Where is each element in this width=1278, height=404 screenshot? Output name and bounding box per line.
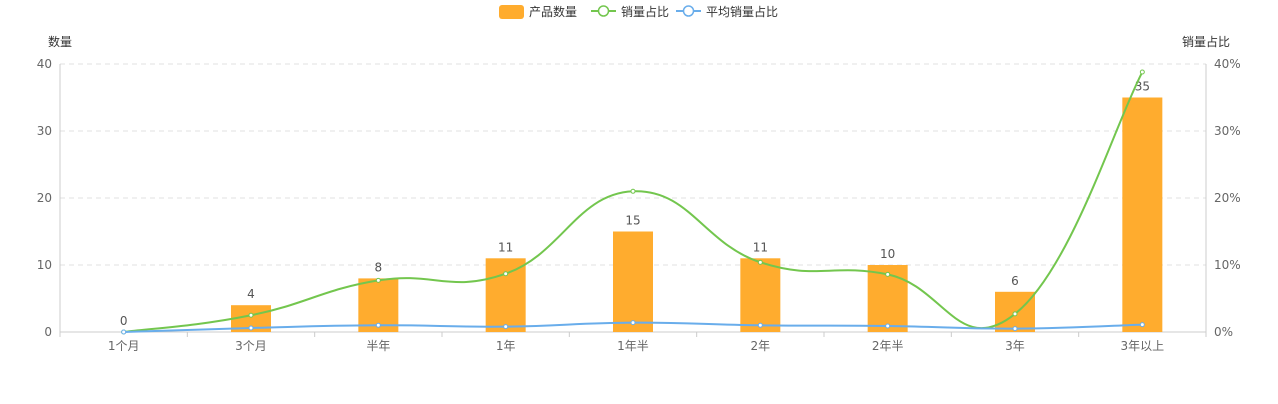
bar-data-label: 6: [1011, 274, 1019, 288]
avg-sales-ratio-point: [503, 324, 509, 330]
legend-bar-swatch: [499, 5, 524, 19]
sales-ratio-point: [885, 271, 891, 277]
bar: [613, 231, 653, 332]
x-tick-label: 3个月: [235, 339, 267, 353]
avg-sales-ratio-point: [1012, 326, 1018, 332]
bar-data-label: 15: [625, 214, 640, 228]
sales-ratio-point: [375, 277, 381, 283]
y-right-tick-label: 40%: [1214, 57, 1241, 71]
y-right-tick-label: 0%: [1214, 325, 1233, 339]
legend-label-sales-ratio: 销量占比: [621, 4, 669, 19]
x-tick-label: 1个月: [108, 339, 140, 353]
sales-ratio-point: [248, 312, 254, 318]
bar-data-label: 0: [120, 314, 128, 328]
y-left-tick-label: 10: [37, 258, 52, 272]
avg-sales-ratio-point: [121, 329, 127, 335]
legend-label-avg-sales-ratio: 平均销量占比: [706, 4, 778, 19]
avg-sales-ratio-point: [1139, 322, 1145, 328]
bar: [485, 258, 526, 332]
bar-data-label: 8: [375, 260, 383, 274]
bar-data-label: 4: [247, 287, 255, 301]
avg-sales-ratio-point: [375, 322, 381, 328]
legend-label-product-count: 产品数量: [529, 4, 577, 19]
avg-sales-ratio-point: [757, 322, 763, 328]
x-tick-label: 3年以上: [1121, 339, 1165, 353]
y-right-tick-label: 10%: [1214, 258, 1241, 272]
y-left-tick-label: 20: [37, 191, 52, 205]
sales-ratio-point: [1012, 311, 1018, 317]
x-tick-label: 1年半: [617, 339, 649, 353]
legend-line2-marker: [682, 5, 695, 17]
avg-sales-ratio-point: [885, 323, 891, 329]
sales-ratio-line: [123, 71, 1144, 333]
y-right-axis-name: 销量占比: [1182, 34, 1230, 49]
bar: [1122, 97, 1163, 332]
bar-data-label: 11: [498, 240, 513, 254]
y-left-axis-name: 数量: [48, 34, 72, 49]
x-tick-label: 2年: [751, 339, 771, 353]
y-left-tick-label: 40: [37, 57, 52, 71]
bar-data-label: 10: [880, 247, 895, 261]
bar-data-label: 35: [1135, 80, 1150, 94]
x-tick-label: 1年: [496, 339, 516, 353]
avg-sales-ratio-point: [630, 320, 636, 326]
bar: [740, 258, 781, 332]
sales-ratio-point: [1139, 69, 1145, 75]
legend-line1-marker: [597, 5, 610, 17]
y-right-tick-label: 30%: [1214, 124, 1241, 138]
y-left-tick-label: 0: [44, 325, 52, 339]
avg-sales-ratio-point: [248, 325, 254, 331]
sales-ratio-point: [630, 188, 636, 194]
x-tick-label: 2年半: [872, 339, 904, 353]
bar-data-label: 11: [753, 240, 768, 254]
sales-ratio-point: [757, 259, 763, 265]
x-tick-label: 半年: [366, 339, 390, 353]
y-left-tick-label: 30: [37, 124, 52, 138]
x-tick-label: 3年: [1005, 339, 1025, 353]
y-right-tick-label: 20%: [1214, 191, 1241, 205]
sales-ratio-point: [503, 271, 509, 277]
